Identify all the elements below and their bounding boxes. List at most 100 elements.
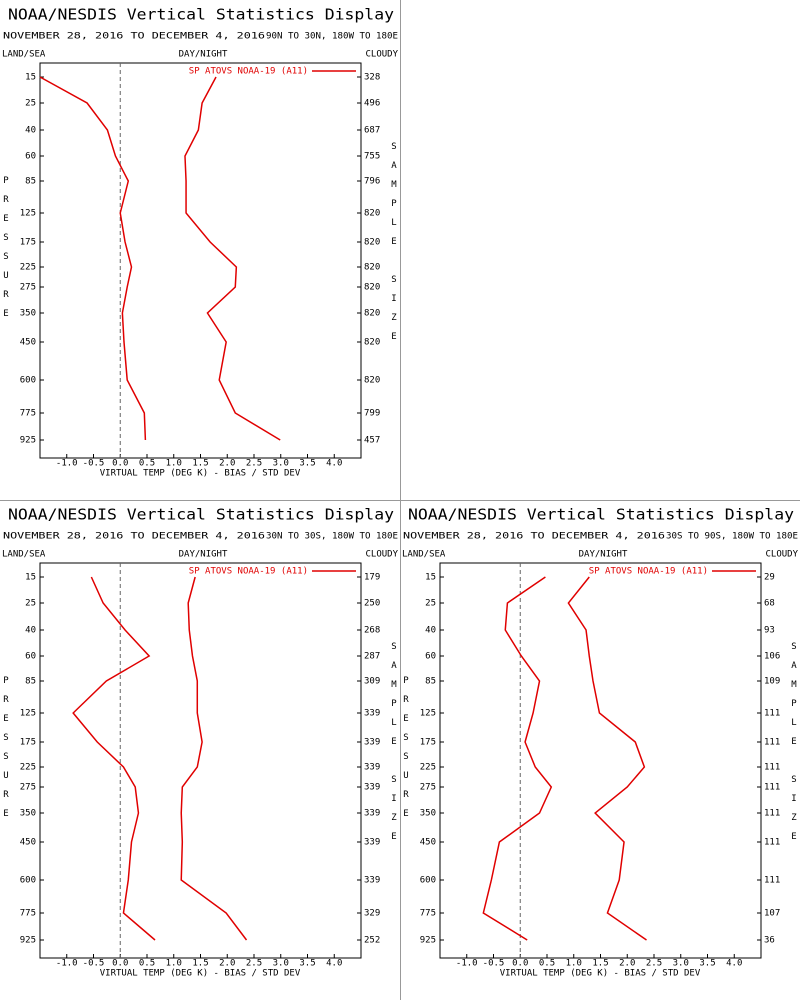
x-tick-label: -0.5 [83, 459, 105, 469]
y-tick-label: 775 [20, 909, 36, 919]
series-line [180, 576, 248, 941]
sample-size-label: 755 [364, 152, 380, 162]
y-tick-label: 925 [20, 936, 36, 946]
y-tick-label: 225 [420, 763, 436, 773]
y-tick-label: 925 [20, 436, 36, 446]
sample-size-label: 339 [364, 809, 380, 819]
sample-size-label: 820 [364, 309, 380, 319]
x-tick-label: 4.0 [326, 959, 342, 969]
header: LAND/SEA [2, 50, 46, 60]
legend-label: SP ATOVS NOAA-19 (A11) [189, 67, 308, 77]
region: 30N TO 30S, 180W TO 180E [266, 532, 398, 542]
sample-size-label: 111 [764, 783, 780, 793]
sample-size-label: 179 [364, 573, 380, 583]
sample-size-label: 111 [764, 809, 780, 819]
sample-size-label: 111 [764, 709, 780, 719]
sample-size-label: 68 [764, 599, 775, 609]
y-tick-label: 15 [25, 573, 36, 583]
y-tick-label: 60 [425, 652, 436, 662]
x-tick-label: -1.0 [456, 959, 478, 969]
sample-size-label: 111 [764, 838, 780, 848]
x-tick-label: 1.5 [192, 959, 208, 969]
x-axis-label: VIRTUAL TEMP (DEG K) - BIAS / STD DEV [500, 969, 701, 979]
series-line [184, 76, 281, 441]
y-tick-label: 350 [20, 309, 36, 319]
legend-label: SP ATOVS NOAA-19 (A11) [589, 567, 708, 577]
header: DAY/NIGHT [179, 550, 228, 560]
y-axis-label: PRESSURE [1, 676, 11, 828]
y-tick-label: 85 [425, 677, 436, 687]
x-tick-label: -1.0 [56, 459, 78, 469]
sample-size-label: 796 [364, 177, 380, 187]
sample-size-label: 36 [764, 936, 775, 946]
sample-size-label: 339 [364, 838, 380, 848]
x-tick-label: 0.0 [112, 459, 128, 469]
sample-size-label: 111 [764, 763, 780, 773]
y-tick-label: 125 [20, 209, 36, 219]
x-tick-label: 4.0 [326, 459, 342, 469]
x-tick-label: -0.5 [83, 959, 105, 969]
x-tick-label: 2.5 [646, 959, 662, 969]
series-line [482, 576, 553, 941]
y-tick-label: 125 [420, 709, 436, 719]
y-tick-label: 450 [420, 838, 436, 848]
x-tick-label: -1.0 [56, 959, 78, 969]
series-line [72, 576, 156, 941]
sample-size-label: 687 [364, 126, 380, 136]
y-tick-label: 275 [20, 783, 36, 793]
title: NOAA/NESDIS Vertical Statistics Display [8, 506, 394, 524]
sample-size-label: 820 [364, 338, 380, 348]
header: CLOUDY [365, 50, 398, 60]
y-tick-label: 40 [25, 626, 36, 636]
x-tick-label: 2.0 [219, 459, 235, 469]
x-axis-label: VIRTUAL TEMP (DEG K) - BIAS / STD DEV [100, 969, 301, 979]
sample-size-label: 111 [764, 738, 780, 748]
x-tick-label: 3.5 [299, 959, 315, 969]
y-tick-label: 600 [420, 876, 436, 886]
sample-size-label: 29 [764, 573, 775, 583]
sample-size-label: 328 [364, 73, 380, 83]
subtitle: NOVEMBER 28, 2016 TO DECEMBER 4, 2016 [403, 532, 665, 542]
x-tick-label: 4.0 [726, 959, 742, 969]
y2-axis-label: SAMPLE SIZE [789, 642, 799, 851]
y-tick-label: 275 [20, 283, 36, 293]
sample-size-label: 287 [364, 652, 380, 662]
sample-size-label: 250 [364, 599, 380, 609]
legend-label: SP ATOVS NOAA-19 (A11) [189, 567, 308, 577]
x-tick-label: 0.0 [512, 959, 528, 969]
y-tick-label: 225 [20, 763, 36, 773]
y-tick-label: 15 [425, 573, 436, 583]
x-tick-label: 3.0 [273, 459, 289, 469]
y2-axis-label: SAMPLE SIZE [389, 642, 399, 851]
y-tick-label: 25 [425, 599, 436, 609]
y-tick-label: 775 [420, 909, 436, 919]
sample-size-label: 339 [364, 876, 380, 886]
header: CLOUDY [765, 550, 798, 560]
sample-size-label: 252 [364, 936, 380, 946]
title: NOAA/NESDIS Vertical Statistics Display [8, 6, 394, 24]
y-tick-label: 25 [25, 599, 36, 609]
x-tick-label: 0.5 [539, 959, 555, 969]
x-tick-label: 3.5 [699, 959, 715, 969]
sample-size-label: 820 [364, 238, 380, 248]
y-tick-label: 60 [25, 152, 36, 162]
x-axis-label: VIRTUAL TEMP (DEG K) - BIAS / STD DEV [100, 469, 301, 479]
x-tick-label: 2.0 [219, 959, 235, 969]
x-tick-label: 2.5 [246, 459, 262, 469]
region: 90N TO 30N, 180W TO 180E [266, 32, 398, 42]
series-line [567, 576, 647, 941]
header: DAY/NIGHT [579, 550, 628, 560]
sample-size-label: 93 [764, 626, 775, 636]
y-tick-label: 40 [425, 626, 436, 636]
x-tick-label: 0.0 [112, 959, 128, 969]
x-tick-label: 3.0 [673, 959, 689, 969]
y-tick-label: 25 [25, 99, 36, 109]
x-tick-label: 1.5 [192, 459, 208, 469]
y-tick-label: 175 [20, 738, 36, 748]
x-tick-label: 3.5 [299, 459, 315, 469]
x-tick-label: 0.5 [139, 959, 155, 969]
sample-size-label: 820 [364, 283, 380, 293]
sample-size-label: 339 [364, 709, 380, 719]
y-tick-label: 600 [20, 376, 36, 386]
